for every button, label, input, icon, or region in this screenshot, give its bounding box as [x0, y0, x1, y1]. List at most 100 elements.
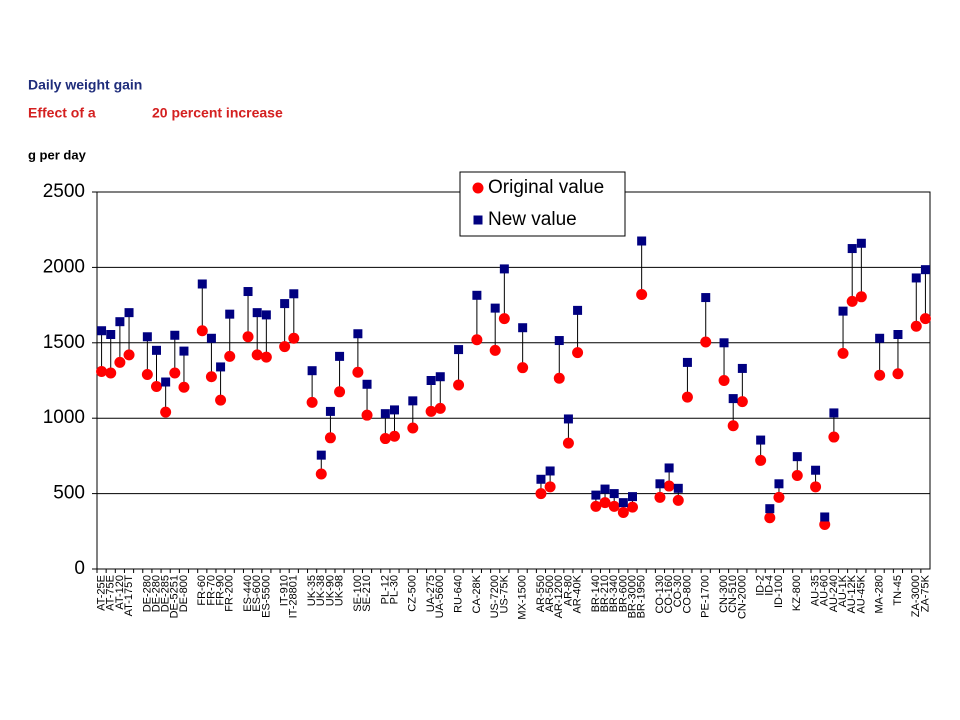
marker-original [810, 481, 822, 493]
x-tick-label: BR-140 [590, 575, 602, 612]
marker-original [471, 334, 483, 346]
x-tick-label: PL-30 [388, 575, 400, 604]
marker-new [728, 394, 738, 404]
legend-swatch [473, 215, 483, 225]
x-tick-label: AU-12K [846, 574, 858, 613]
x-tick-label: ID-4 [764, 575, 776, 596]
marker-original [562, 437, 574, 449]
x-tick-label: BR-3000 [626, 575, 638, 618]
marker-original [636, 289, 648, 301]
marker-new [261, 310, 271, 320]
marker-new [499, 264, 509, 274]
x-tick-label: DE-800 [178, 575, 190, 612]
x-tick-label: AT-175T [123, 575, 135, 617]
x-tick-label: ES-440 [242, 575, 254, 612]
marker-new [609, 489, 619, 499]
marker-original [718, 375, 730, 386]
marker-new [124, 308, 134, 318]
marker-original [151, 381, 162, 393]
x-tick-label: AR-40K [571, 574, 583, 613]
marker-original [590, 500, 602, 512]
x-tick-label: UK-35 [306, 575, 318, 606]
x-tick-label: FR-200 [224, 575, 236, 612]
marker-original [773, 491, 785, 503]
marker-new [856, 238, 866, 248]
marker-new [875, 333, 885, 343]
marker-new [316, 450, 326, 460]
marker-original [306, 396, 318, 408]
x-tick-label: UK-38 [315, 575, 327, 606]
legend-box [459, 171, 626, 237]
marker-original [205, 371, 217, 383]
marker-new [911, 273, 921, 283]
x-tick-label: DE-280 [141, 575, 153, 612]
x-tick-label: BR-1950 [636, 575, 648, 618]
marker-original [572, 347, 584, 359]
marker-original [407, 422, 419, 434]
x-tick-label: AR-500 [544, 575, 556, 612]
y-tick-label: 1500 [43, 332, 85, 353]
marker-original [736, 396, 748, 408]
marker-original [755, 454, 767, 466]
marker-original [453, 379, 465, 391]
marker-original [855, 291, 867, 303]
marker-new [673, 483, 683, 493]
y-tick-label: 1000 [43, 407, 85, 428]
marker-original [791, 470, 803, 482]
marker-new [362, 379, 372, 389]
marker-original [288, 332, 300, 344]
legend: Original value New value [459, 171, 626, 237]
x-tick-label: BR-210 [599, 575, 611, 612]
marker-original [215, 394, 227, 406]
x-tick-label: AR-550 [535, 575, 547, 612]
x-tick-label: AR-1200 [553, 575, 565, 618]
x-tick-label: DE-280 [150, 575, 162, 612]
marker-new [563, 414, 573, 424]
x-tick-label: AT-120 [114, 575, 126, 610]
marker-original [196, 325, 208, 337]
marker-original [169, 367, 181, 379]
marker-original [105, 367, 117, 379]
marker-new [573, 305, 583, 315]
marker-new [920, 265, 930, 275]
x-tick-label: UA-5600 [434, 575, 446, 618]
marker-new [97, 326, 107, 336]
marker-original [352, 366, 364, 378]
x-tick-label: FR-60 [196, 575, 208, 606]
x-tick-label: SE-100 [352, 575, 364, 612]
x-tick-label: DE-5251 [169, 575, 181, 618]
x-tick-label: ES-600 [251, 575, 263, 612]
x-tick-label: CO-800 [681, 575, 693, 614]
x-tick-label: IT-28801 [288, 575, 300, 618]
x-tick-label: DE-285 [160, 575, 172, 612]
x-tick-label: AT-75E [105, 575, 117, 611]
marker-new [161, 377, 171, 387]
x-tick-label: US-75K [498, 574, 510, 613]
marker-original [727, 420, 739, 432]
x-tick-label: BR-600 [617, 575, 629, 612]
marker-new [792, 452, 802, 462]
marker-new [252, 308, 262, 318]
marker-new [655, 479, 665, 489]
x-tick-label: AU-35 [809, 575, 821, 606]
x-tick-label: KZ-800 [791, 575, 803, 611]
marker-new [518, 323, 528, 333]
marker-original [260, 351, 272, 363]
marker-original [874, 369, 886, 381]
marker-original [828, 431, 840, 443]
marker-new [664, 463, 674, 473]
x-tick-label: ID-2 [755, 575, 767, 596]
marker-original [681, 391, 693, 403]
x-tick-label: UK-98 [333, 575, 345, 606]
x-tick-label: FR-70 [205, 575, 217, 606]
marker-new [719, 338, 729, 348]
x-tick-label: CN-510 [727, 575, 739, 613]
marker-new [628, 492, 637, 502]
marker-new [490, 303, 500, 313]
marker-new [325, 406, 335, 416]
marker-original [892, 368, 904, 380]
marker-new [554, 336, 564, 346]
marker-new [408, 396, 418, 406]
marker-new [701, 293, 711, 303]
marker-new [820, 512, 830, 522]
